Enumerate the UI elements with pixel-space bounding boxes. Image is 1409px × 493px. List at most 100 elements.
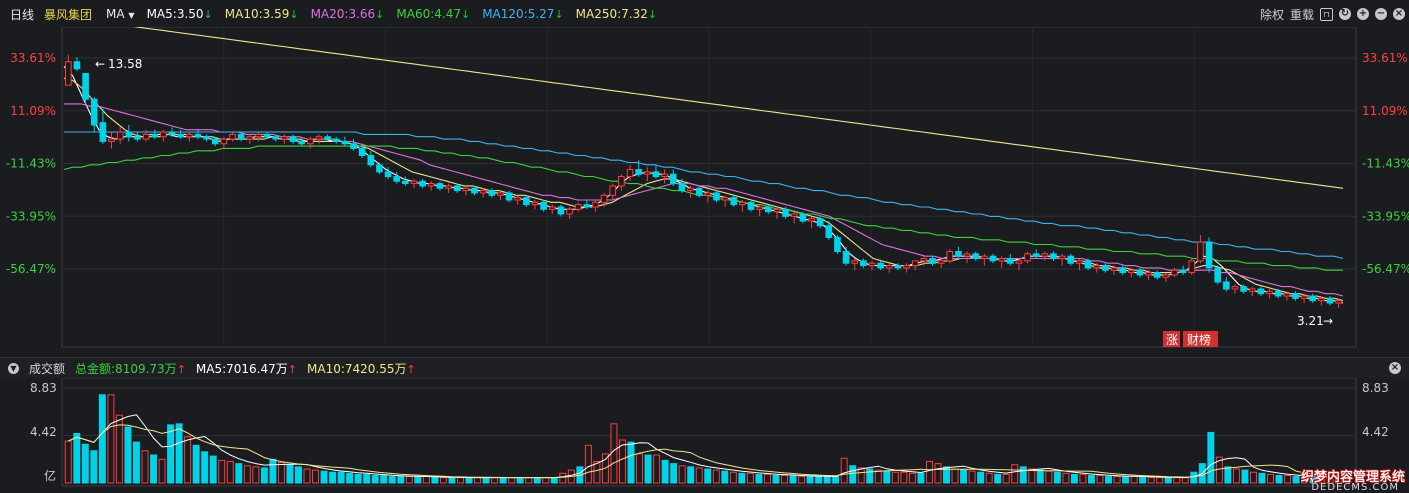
indicator-label: MA (106, 7, 125, 21)
volume-bar (968, 470, 976, 484)
volume-bar (874, 469, 882, 484)
volume-bar (883, 470, 891, 484)
volume-bar (661, 459, 669, 484)
candle-body (1188, 260, 1196, 274)
zhang-badge[interactable]: 涨 (1163, 331, 1180, 347)
ma-label-1: MA10:3.59↓ (224, 7, 299, 21)
arrow-down-icon: ↓ (460, 8, 471, 21)
candle-body (920, 258, 928, 262)
candle-body (609, 185, 617, 196)
volume-bar (1105, 476, 1113, 484)
candle-body (834, 236, 841, 253)
volume-bar (1335, 477, 1343, 484)
volume-bar (218, 459, 226, 484)
volume-bar (81, 443, 89, 484)
volume-tick-mid-right: 4.42 (1362, 425, 1389, 439)
price-tick-right: -33.95% (1362, 209, 1409, 223)
candle-body (540, 201, 547, 210)
candle-body (1266, 290, 1273, 295)
candle-body (315, 136, 323, 140)
volume-bar (977, 471, 985, 484)
ma-label-group: MA5:3.50↓ MA10:3.59↓ MA20:3.66↓ MA60:4.47↓ M… (135, 7, 658, 21)
lock-icon[interactable]: ⊓ (1320, 7, 1333, 21)
indicator-select[interactable]: MA ▼ (106, 7, 135, 21)
close-volume-icon[interactable]: × (1389, 362, 1401, 374)
candle-body (497, 192, 504, 196)
candle-body (1015, 260, 1023, 264)
volume-bar (729, 471, 737, 484)
candle-body (687, 187, 694, 192)
volume-bar (260, 467, 268, 484)
volume-bar (482, 477, 490, 484)
candle-body (99, 122, 107, 142)
refresh-icon[interactable]: ↻ (1339, 8, 1351, 20)
volume-bar (354, 473, 362, 484)
candle-body (402, 180, 409, 185)
collapse-icon[interactable]: ▼ (8, 362, 19, 374)
stock-name[interactable]: 暴风集团 (44, 7, 93, 22)
volume-bar (951, 468, 959, 484)
candle-body (229, 133, 236, 140)
zoom-in-icon[interactable]: + (1357, 8, 1369, 20)
volume-bar (1164, 477, 1172, 484)
candle-body (644, 171, 651, 175)
volume-bar (746, 472, 754, 484)
volume-bar (1156, 477, 1164, 484)
candle-body (747, 201, 755, 210)
volume-bar (491, 477, 499, 484)
volume-bar (115, 414, 123, 484)
caibang-badge-text: 财榜 (1187, 332, 1211, 347)
reload-button[interactable]: 重载 (1289, 7, 1314, 22)
candle-body (721, 197, 729, 201)
candle-body (678, 183, 686, 192)
candle-body (531, 201, 539, 206)
candle-body (1162, 274, 1170, 278)
candle-body (142, 133, 150, 140)
volume-bar (1139, 476, 1147, 484)
candle-body (566, 208, 573, 215)
candle-body (445, 185, 452, 189)
volume-bar (925, 460, 933, 484)
low-arrow: → (1323, 314, 1333, 328)
period-label[interactable]: 日线 (10, 7, 35, 22)
high-price-label: 13.58 (108, 57, 142, 71)
close-icon[interactable]: × (1393, 8, 1405, 20)
price-chart[interactable]: 33.61% 33.61% 11.09% 11.09% -11.43% -11.43% -3… (0, 27, 1409, 357)
exright-button[interactable]: 除权 (1259, 7, 1284, 22)
zoom-out-icon[interactable]: − (1375, 8, 1387, 20)
candle-body (618, 176, 625, 187)
candle-body (427, 183, 435, 187)
volume-bar (678, 465, 686, 484)
candle-body (937, 260, 945, 264)
volume-bar (1079, 473, 1087, 484)
candle-body (652, 171, 660, 178)
price-tick-right: 11.09% (1362, 104, 1408, 118)
candle-body (116, 131, 124, 140)
candle-body (1257, 288, 1265, 295)
volume-bar (388, 476, 396, 484)
volume-bar (772, 474, 780, 484)
candle-body (82, 72, 89, 100)
volume-bar (192, 444, 200, 484)
arrow-up-icon: ↑ (287, 362, 297, 376)
candle-body (1153, 272, 1161, 278)
candle-body (1024, 253, 1031, 262)
caibang-badge[interactable]: 财榜 (1183, 331, 1218, 347)
volume-bar (1028, 468, 1036, 484)
volume-bar (1190, 471, 1198, 484)
volume-bar (312, 469, 320, 484)
candle-body (1050, 253, 1057, 260)
arrow-down-icon: ↓ (554, 8, 564, 21)
candle-body (661, 173, 668, 178)
volume-bar (167, 424, 175, 484)
volume-bar (542, 477, 550, 484)
volume-title[interactable]: 成交额 (29, 361, 66, 376)
volume-bar (943, 466, 950, 484)
volume-bar (1207, 431, 1215, 484)
volume-bar (508, 477, 516, 484)
volume-chart[interactable]: 8.83 4.42 亿 8.83 4.42 (0, 378, 1409, 493)
candle-body (981, 255, 988, 260)
volume-bar (294, 466, 302, 484)
volume-ma5-text: MA5:7016.47万 (195, 361, 288, 376)
candle-body (462, 187, 470, 192)
